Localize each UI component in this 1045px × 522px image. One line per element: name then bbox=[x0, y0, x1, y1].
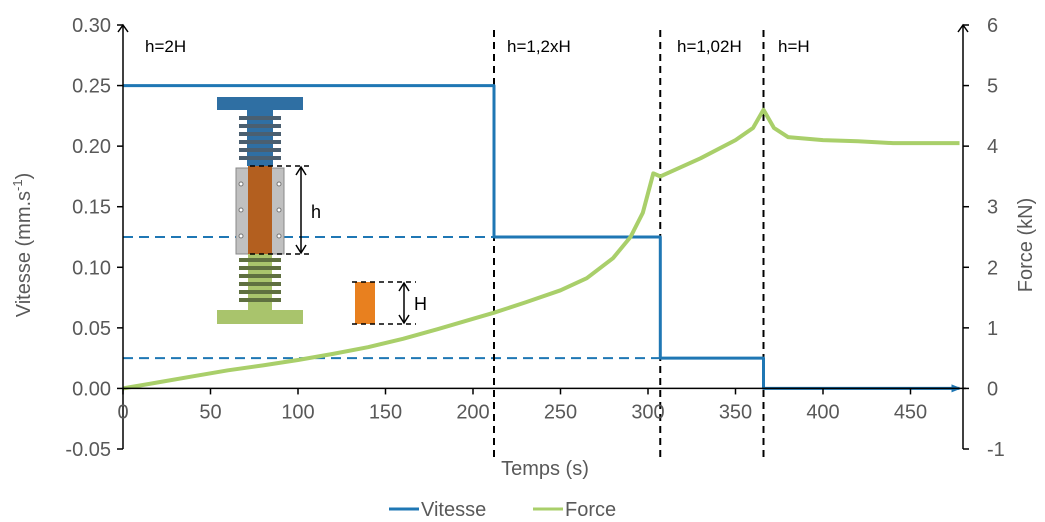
y-right-tick-label: 0 bbox=[987, 378, 998, 400]
sample-shape bbox=[248, 166, 272, 254]
y-left-axis-title-main: Vitesse (mm.s bbox=[13, 191, 35, 317]
dimension-H bbox=[352, 281, 416, 325]
y-left-tick-label: 0.05 bbox=[72, 318, 111, 340]
x-tick-label: 200 bbox=[456, 401, 489, 423]
dimension-h bbox=[250, 165, 313, 255]
x-tick-label: 300 bbox=[631, 401, 664, 423]
y-left-tick-label: 0.10 bbox=[72, 257, 111, 279]
y-left-axis-title-tail: ) bbox=[13, 173, 35, 180]
axes: -0.05 0.00 0.05 0.10 0.15 0.20 0.25 0.30 -1 0 1 2 3 4… bbox=[65, 15, 1004, 461]
y-left-tick-label: 0.15 bbox=[72, 197, 111, 219]
y-left-tick-label: 0.20 bbox=[72, 136, 111, 158]
bottom-platen-shape bbox=[217, 310, 303, 324]
phase-label-2h: h=2H bbox=[145, 37, 186, 56]
bottom-spring-shape bbox=[239, 258, 281, 302]
y-left-tick-label: 0.30 bbox=[72, 15, 111, 37]
y-left-tick-label: 0.00 bbox=[72, 378, 111, 400]
dimension-h-label: h bbox=[311, 202, 321, 222]
x-tick-label: 450 bbox=[894, 401, 927, 423]
y-left-axis-title-sup: -1 bbox=[10, 179, 25, 191]
series-line-force bbox=[122, 107, 960, 391]
y-right-tick-label: -1 bbox=[987, 439, 1005, 461]
y-right-axis-title: Force (kN) bbox=[1015, 198, 1037, 292]
series-line-vitesse bbox=[123, 84, 960, 390]
y-right-tick-label: 2 bbox=[987, 257, 998, 279]
y-left-tick-label: -0.05 bbox=[65, 439, 111, 461]
x-tick-label: 400 bbox=[806, 401, 839, 423]
y-right-tick-label: 4 bbox=[987, 136, 998, 158]
sample-small-shape bbox=[355, 282, 375, 324]
sleeve-bolts-shape bbox=[238, 181, 282, 239]
top-spring-shape bbox=[239, 116, 281, 160]
vitesse-reference-lines bbox=[123, 236, 661, 360]
y-left-tick-label: 0.25 bbox=[72, 76, 111, 98]
y-right-tick-label: 5 bbox=[987, 76, 998, 98]
x-tick-label: 350 bbox=[719, 401, 752, 423]
y-right-tick-label: 3 bbox=[987, 197, 998, 219]
phase-label-1-02h: h=1,02H bbox=[677, 37, 742, 56]
phase-boundaries bbox=[493, 30, 765, 462]
legend: Vitesse Force bbox=[389, 499, 616, 521]
phase-label-1-2h: h=1,2xH bbox=[507, 37, 571, 56]
legend-label-vitesse: Vitesse bbox=[421, 499, 486, 521]
legend-label-force: Force bbox=[565, 499, 616, 521]
x-tick-label: 100 bbox=[281, 401, 314, 423]
y-right-tick-label: 6 bbox=[987, 15, 998, 37]
phase-annotations: h=2H h=1,2xH h=1,02H h=H bbox=[145, 37, 810, 56]
top-platen-shape bbox=[217, 97, 303, 110]
x-tick-label: 0 bbox=[117, 401, 128, 423]
phase-label-h: h=H bbox=[778, 37, 810, 56]
y-right-tick-label: 1 bbox=[987, 318, 998, 340]
x-axis-title: Temps (s) bbox=[501, 458, 589, 480]
x-tick-label: 50 bbox=[199, 401, 221, 423]
y-left-axis-title: Vitesse (mm.s-1) bbox=[10, 173, 35, 318]
x-tick-label: 150 bbox=[369, 401, 402, 423]
x-tick-label: 250 bbox=[544, 401, 577, 423]
dimension-H-label: H bbox=[414, 294, 427, 314]
press-illustration: h H bbox=[217, 97, 427, 325]
